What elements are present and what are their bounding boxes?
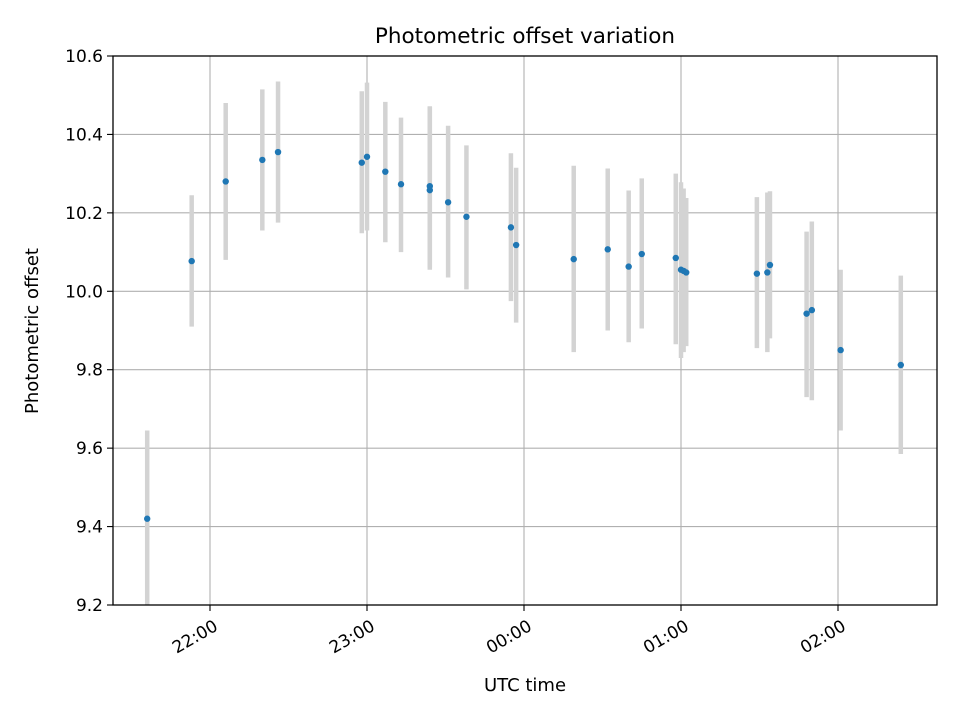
y-tick-label: 9.2 xyxy=(76,596,103,616)
data-point xyxy=(683,269,690,276)
data-point xyxy=(144,515,151,522)
y-tick-label: 10.0 xyxy=(65,282,103,302)
y-tick-label: 9.8 xyxy=(76,361,103,381)
data-point xyxy=(397,181,405,188)
data-point xyxy=(382,168,389,175)
data-point xyxy=(426,182,433,190)
data-point xyxy=(512,241,520,249)
data-point xyxy=(672,254,679,262)
data-point xyxy=(753,270,761,277)
y-tick-label: 10.2 xyxy=(65,204,103,224)
data-point xyxy=(897,361,904,369)
data-point xyxy=(803,310,810,317)
x-axis-label: UTC time xyxy=(484,675,566,696)
data-point xyxy=(444,199,452,206)
point-layer xyxy=(144,148,904,522)
y-tick-label: 9.6 xyxy=(76,439,103,459)
plot-frame xyxy=(112,55,938,606)
data-point xyxy=(188,257,195,265)
data-point xyxy=(808,306,816,314)
y-axis-label: Photometric offset xyxy=(22,248,43,414)
y-tick-label: 10.6 xyxy=(65,47,103,67)
data-point xyxy=(625,263,632,270)
data-point xyxy=(274,148,282,156)
data-point xyxy=(358,159,365,166)
data-point xyxy=(604,246,611,253)
data-point xyxy=(463,213,470,220)
data-point xyxy=(570,255,577,263)
y-tick-label: 10.4 xyxy=(65,125,103,145)
data-point xyxy=(638,250,645,258)
chart-title: Photometric offset variation xyxy=(375,24,675,49)
data-point xyxy=(363,153,371,160)
data-point xyxy=(766,261,774,269)
data-point xyxy=(222,178,229,185)
y-tick-label: 9.4 xyxy=(76,518,103,538)
data-point xyxy=(259,156,266,164)
data-point xyxy=(507,224,515,231)
data-point xyxy=(837,346,844,354)
data-point xyxy=(764,269,771,276)
